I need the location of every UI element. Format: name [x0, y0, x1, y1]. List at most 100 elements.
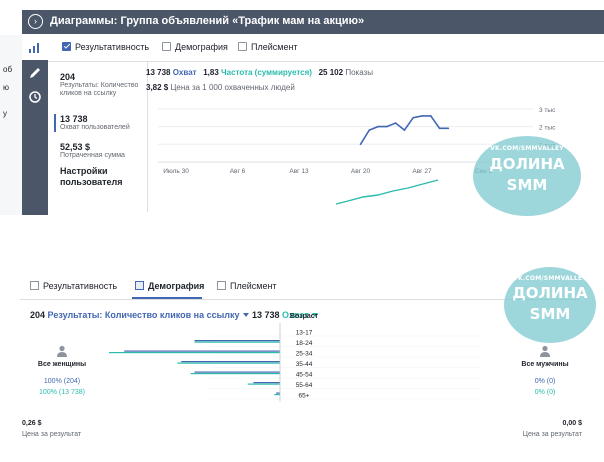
age-label: 18-24: [296, 340, 313, 347]
tab-demography[interactable]: Демография: [162, 42, 228, 52]
metric-value: 13 738: [60, 114, 88, 124]
bar-chart-icon: [29, 43, 39, 53]
x-tick-label: Авг 27: [412, 168, 432, 175]
women-label: Все женщины: [37, 361, 87, 368]
tab-placement[interactable]: Плейсмент: [238, 42, 298, 52]
tab-performance[interactable]: Результативность: [30, 281, 117, 291]
watermark-url: VK.COM/SMMVALLEY: [513, 275, 587, 282]
tab-placement[interactable]: Плейсмент: [217, 281, 277, 291]
summary-line-1: 13 738 Охват 1,83 Частота (суммируется) …: [146, 68, 373, 77]
selected-tab-underline: [132, 297, 202, 299]
results-bar: [124, 350, 280, 352]
y-tick-label: 3 тыс: [539, 107, 556, 114]
left-strip: об ю у: [0, 35, 24, 215]
men-results-pct: 0% (0): [534, 378, 556, 385]
checkbox-icon: [217, 281, 226, 290]
panel-title: Диаграммы: Группа объявлений «Трафик мам…: [50, 15, 365, 27]
rail-item-history[interactable]: [22, 84, 48, 110]
data-point: [394, 122, 397, 124]
data-point: [359, 143, 362, 146]
men-reach-pct: 0% (0): [534, 389, 556, 396]
summary-label: Показы: [345, 68, 373, 77]
reach-bar: [274, 394, 280, 396]
results-bar: [194, 371, 280, 373]
summary-value: 13 738: [146, 68, 171, 77]
data-point: [447, 127, 450, 130]
rail-item-charts[interactable]: [22, 34, 48, 60]
metrics-column: 204 Результаты: Количество кликов на ссы…: [52, 62, 148, 212]
results-bar: [253, 382, 280, 384]
watermark-logo: VK.COM/SMMVALLEY ДОЛИНА SMM: [504, 267, 596, 343]
checkbox-checked-icon: [62, 42, 71, 51]
summary-label: Частота (суммируется): [221, 68, 312, 77]
clock-icon: [29, 91, 41, 103]
summary-value: 25 102: [318, 68, 344, 77]
metric-label: Результаты: Количество кликов на ссылку: [60, 82, 139, 97]
metric-value: Настройки пользователя: [60, 166, 123, 187]
dropdown-label: Охват: [282, 310, 309, 320]
top-panel: об ю у › Диаграммы: Группа объявлений «Т…: [0, 0, 604, 225]
reach-bar: [177, 362, 280, 364]
men-cost: 0,00 $: [562, 420, 582, 427]
person-icon: [540, 345, 550, 357]
age-label: 55-64: [296, 382, 313, 389]
x-tick-label: Авг 6: [230, 168, 246, 175]
x-tick-label: Авг 13: [289, 168, 309, 175]
tab-label: Демография: [175, 42, 228, 52]
tab-label: Результативность: [43, 281, 118, 291]
men-cost-label: Цена за результат: [522, 431, 582, 438]
metric-user-settings[interactable]: Настройки пользователя: [60, 166, 146, 188]
age-label: 13-17: [296, 330, 313, 337]
side-rail: [22, 34, 48, 215]
metric-label: Охват пользователей: [60, 124, 130, 131]
top-tabs: Результативность Демография Плейсмент: [48, 34, 604, 62]
watermark-line1: ДОЛИНА: [512, 284, 588, 302]
dropdown-count: 13 738: [252, 310, 280, 320]
metric-spend[interactable]: 52,53 $ Потраченная сумма: [60, 142, 146, 160]
age-label: 45-54: [296, 372, 313, 379]
tab-label: Демография: [148, 281, 205, 291]
checkbox-icon: [30, 281, 39, 290]
results-dropdown[interactable]: 204 Результаты: Количество кликов на ссы…: [30, 310, 249, 320]
caret-down-icon: [242, 313, 249, 317]
panel-header: › Диаграммы: Группа объявлений «Трафик м…: [22, 10, 604, 34]
tab-performance[interactable]: Результативность: [62, 42, 149, 52]
y-tick-label: 2 тыс: [539, 125, 556, 132]
results-bar: [276, 392, 280, 394]
metric-label: Потраченная сумма: [60, 152, 125, 159]
metric-reach[interactable]: 13 738 Охват пользователей: [54, 114, 140, 132]
chevron-right-icon[interactable]: ›: [28, 14, 43, 29]
dropdown-count: 204: [30, 310, 46, 320]
summary-label: Цена за 1 000 охваченных людей: [170, 83, 295, 92]
tabs-divider: [20, 299, 580, 300]
age-header: Возраст: [290, 313, 319, 320]
caret-down-icon: [311, 313, 318, 317]
watermark-url: VK.COM/SMMVALLEY: [490, 145, 564, 152]
age-label: 35-44: [296, 361, 313, 368]
summary-line-2: 3,82 $ Цена за 1 000 охваченных людей: [146, 83, 295, 92]
person-square-icon: [135, 281, 144, 290]
age-bar-chart: Возраст 13-17 18-24 25-34 35-44 45-54 55-64 65+: [109, 313, 480, 402]
tab-label: Результативность: [75, 42, 150, 52]
checkbox-icon: [238, 42, 247, 51]
reach-dropdown[interactable]: 13 738 Охват: [252, 310, 318, 320]
results-bar: [181, 361, 280, 363]
pencil-icon: [30, 68, 40, 78]
checkbox-icon: [162, 42, 171, 51]
metric-results[interactable]: 204 Результаты: Количество кликов на ссы…: [60, 72, 146, 98]
metric-value: 52,53 $: [60, 142, 91, 152]
x-tick-label: Авг 20: [351, 168, 371, 175]
data-point: [421, 115, 423, 117]
age-label: 65+: [298, 393, 309, 400]
summary-label: Охват: [172, 68, 197, 77]
data-point: [412, 116, 415, 119]
data-point: [438, 127, 441, 130]
bottom-panel: Результативность Демография Плейсмент 20…: [0, 265, 604, 462]
tab-demography[interactable]: Демография: [135, 281, 204, 291]
rail-item-edit[interactable]: [22, 60, 48, 86]
metric-value: 204: [60, 72, 76, 82]
age-label: 25-34: [296, 351, 313, 358]
reach-bar: [190, 373, 280, 375]
tab-label: Плейсмент: [251, 42, 298, 52]
